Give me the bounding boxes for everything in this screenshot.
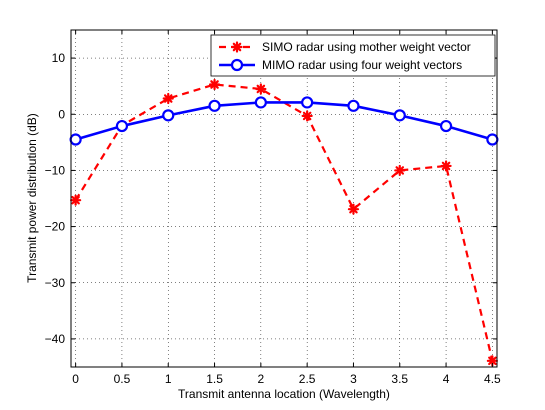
x-tick-label: 2 <box>258 372 265 386</box>
y-tick-label: −40 <box>45 332 66 346</box>
plot-frame <box>70 29 498 368</box>
y-tick-labels: 10 0 −10 −20 −30 −40 <box>45 51 66 346</box>
asterisk-stroke <box>232 42 242 52</box>
data-point <box>255 83 267 95</box>
asterisk-stroke <box>488 356 497 366</box>
data-point <box>208 78 221 91</box>
data-point <box>254 96 267 109</box>
legend-entry-2: MIMO radar using four weight vectors <box>219 58 462 72</box>
data-point <box>162 109 175 122</box>
data-point <box>115 119 129 133</box>
series-2 <box>69 96 499 146</box>
data-point <box>301 110 313 122</box>
legend-entry-1: SIMO radar using mother weight vector <box>219 40 471 54</box>
x-tick-label: 3.5 <box>391 372 408 386</box>
x-tick-label: 3 <box>350 372 357 386</box>
asterisk-stroke <box>163 94 173 103</box>
plot-area <box>71 30 497 367</box>
asterisk-stroke <box>349 204 358 214</box>
x-tick-labels: 0 0.5 1 1.5 2 2.5 3 3.5 4 4.5 <box>72 372 501 386</box>
data-point <box>347 99 360 112</box>
x-tick-label: 1 <box>165 372 172 386</box>
x-tick-label: 4.5 <box>484 372 501 386</box>
series-1 <box>70 78 498 367</box>
series-line <box>75 101 493 141</box>
x-tick-label: 2.5 <box>299 372 316 386</box>
asterisk-stroke <box>71 195 80 205</box>
ticks <box>71 30 497 367</box>
y-tick-label: −30 <box>45 276 66 290</box>
y-tick-label: 10 <box>52 51 66 65</box>
asterisk-stroke <box>302 111 312 121</box>
legend-label: SIMO radar using mother weight vector <box>262 40 471 54</box>
y-axis-title: Transmit power distribution (dB) <box>25 113 39 283</box>
legend-items: SIMO radar using mother weight vector MIM… <box>219 40 471 72</box>
legend-label: MIMO radar using four weight vectors <box>262 58 462 72</box>
series-layer <box>69 78 499 367</box>
legend-marker <box>230 58 244 72</box>
data-point <box>301 96 314 109</box>
data-point <box>347 203 360 215</box>
x-tick-label: 0.5 <box>114 372 131 386</box>
data-point <box>394 164 406 177</box>
asterisk-stroke <box>210 80 219 89</box>
data-point <box>486 133 499 146</box>
y-tick-label: −10 <box>45 163 66 177</box>
data-point <box>208 99 221 112</box>
y-tick-label: 0 <box>58 107 65 121</box>
x-tick-label: 1.5 <box>206 372 223 386</box>
x-tick-label: 0 <box>72 372 79 386</box>
data-point <box>393 109 406 122</box>
legend: SIMO radar using mother weight vector MIM… <box>210 34 496 77</box>
data-point <box>439 119 453 133</box>
asterisk-stroke <box>395 166 405 175</box>
data-point <box>162 92 174 105</box>
y-tick-label: −20 <box>45 220 66 234</box>
series-line <box>74 83 494 362</box>
x-axis-title: Transmit antenna location (Wavelength) <box>178 387 390 401</box>
asterisk-stroke <box>441 161 451 171</box>
data-point <box>69 133 82 146</box>
legend-marker <box>231 41 243 53</box>
data-point <box>70 194 82 206</box>
data-point <box>440 160 452 172</box>
legend-box <box>210 34 496 77</box>
asterisk-stroke <box>256 84 266 94</box>
x-tick-label: 4 <box>443 372 450 386</box>
